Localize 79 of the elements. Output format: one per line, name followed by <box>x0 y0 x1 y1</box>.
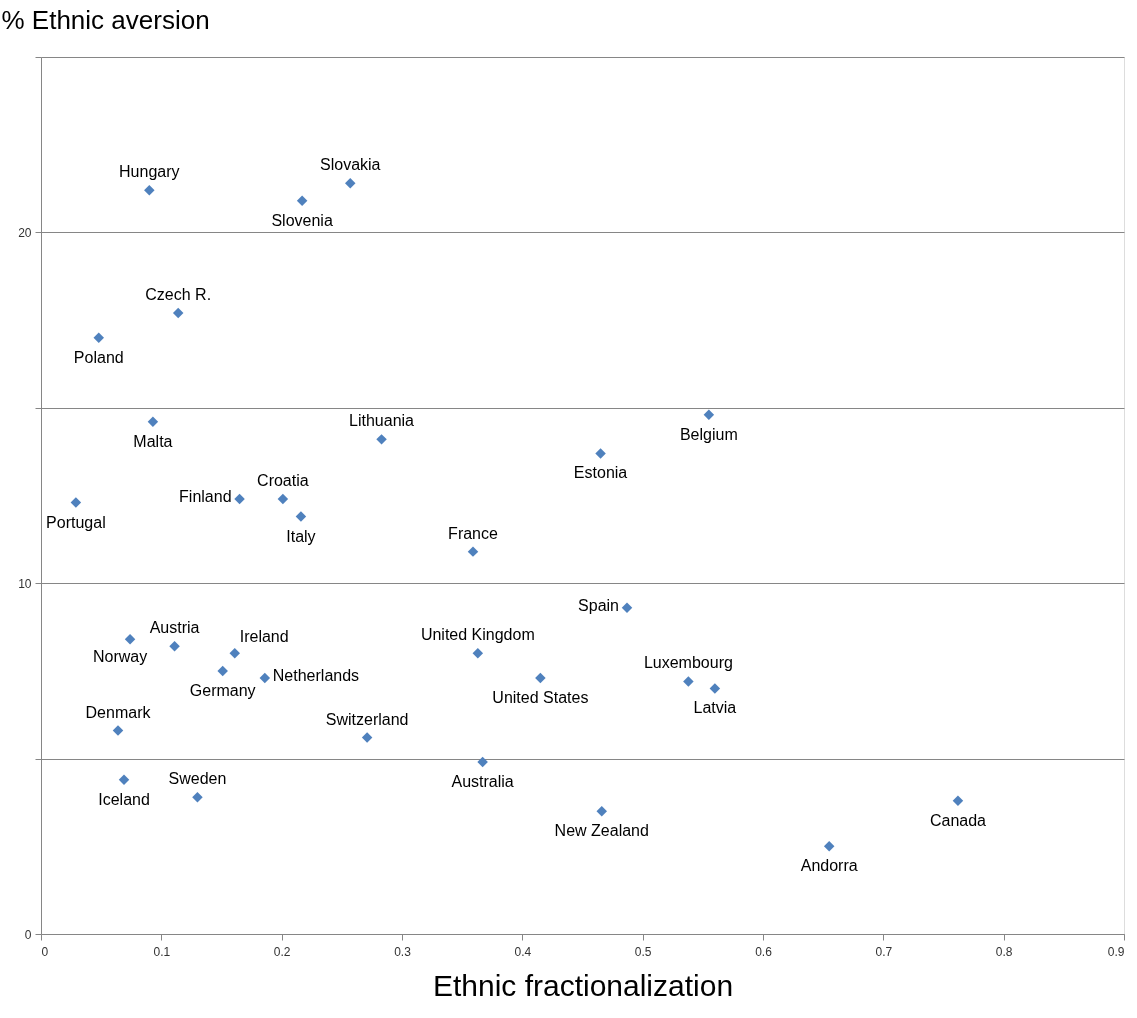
annotation: Portugal <box>46 513 106 531</box>
annotation: Sweden <box>168 770 227 788</box>
y-tick-label: 0 <box>24 927 32 942</box>
point <box>361 732 373 743</box>
point <box>295 511 307 522</box>
point <box>169 641 180 652</box>
annotation: Czech R. <box>145 286 212 304</box>
annotation: France <box>448 524 498 542</box>
annotation: United States <box>492 688 589 706</box>
point <box>124 634 136 645</box>
point <box>147 416 159 428</box>
annotation: Denmark <box>85 703 152 721</box>
x-tick-label: 0.3 <box>394 944 412 959</box>
point <box>535 672 546 684</box>
point <box>172 307 184 319</box>
annotation: Switzerland <box>325 710 409 728</box>
annotation: Luxembourg <box>643 654 733 672</box>
point <box>217 665 228 677</box>
point <box>296 195 308 207</box>
point <box>229 648 240 659</box>
annotation: Germany <box>189 681 256 699</box>
x-tick-label: 0.4 <box>514 944 532 959</box>
point <box>93 332 104 343</box>
x-tick-label: 0.8 <box>995 944 1013 959</box>
point <box>683 676 694 687</box>
annotation: Malta <box>133 432 173 450</box>
annotation: Finland <box>179 488 232 506</box>
annotation: Austria <box>149 619 200 637</box>
annotation: New Zealand <box>554 822 649 840</box>
point <box>144 185 155 196</box>
annotation: Andorra <box>800 857 858 875</box>
x-tick-label: 0.9 <box>1107 944 1125 959</box>
x-tick-label: 0.7 <box>875 944 893 959</box>
point <box>234 493 245 505</box>
annotation: Croatia <box>257 472 309 490</box>
annotation: Norway <box>92 648 148 666</box>
x-axis-title: Ethnic fractionalization <box>432 968 734 1002</box>
annotation: Slovenia <box>271 211 333 229</box>
annotation: Latvia <box>693 699 737 717</box>
y-tick-label: 20 <box>18 225 32 240</box>
point <box>703 409 715 421</box>
annotation: Iceland <box>98 790 150 808</box>
annotation: Canada <box>929 811 987 829</box>
annotation: Ireland <box>239 628 289 646</box>
x-tick-label: 0.6 <box>755 944 773 959</box>
point <box>70 497 82 508</box>
annotation: Hungary <box>119 163 180 181</box>
point <box>277 493 289 505</box>
x-tick-label: 0.1 <box>153 944 171 959</box>
point <box>709 683 721 694</box>
x-tick-label: 0.5 <box>634 944 652 959</box>
point <box>345 178 356 189</box>
point <box>467 546 479 557</box>
y-axis-title: % Ethnic aversion <box>1 4 210 35</box>
annotation: Lithuania <box>349 412 415 430</box>
point <box>118 774 130 785</box>
point <box>595 448 606 459</box>
point <box>596 805 607 817</box>
point <box>192 791 203 803</box>
annotation: Australia <box>451 773 514 791</box>
annotation: United Kingdom <box>420 626 535 644</box>
annotation: Netherlands <box>272 666 360 684</box>
point <box>472 648 484 659</box>
annotation: Estonia <box>573 464 628 482</box>
x-tick-label: 0.2 <box>273 944 291 959</box>
annotation: Belgium <box>679 425 738 443</box>
x-tick-label: 0 <box>41 944 49 959</box>
annotation: Spain <box>578 596 620 614</box>
point <box>823 841 835 852</box>
annotation: Slovakia <box>320 156 381 174</box>
point <box>621 602 633 613</box>
point <box>112 725 124 736</box>
point <box>477 756 488 768</box>
annotation: Italy <box>286 527 316 545</box>
y-tick-label: 10 <box>18 576 32 591</box>
point <box>376 434 387 445</box>
point <box>952 795 964 806</box>
point <box>259 672 271 684</box>
annotation: Poland <box>73 348 124 366</box>
